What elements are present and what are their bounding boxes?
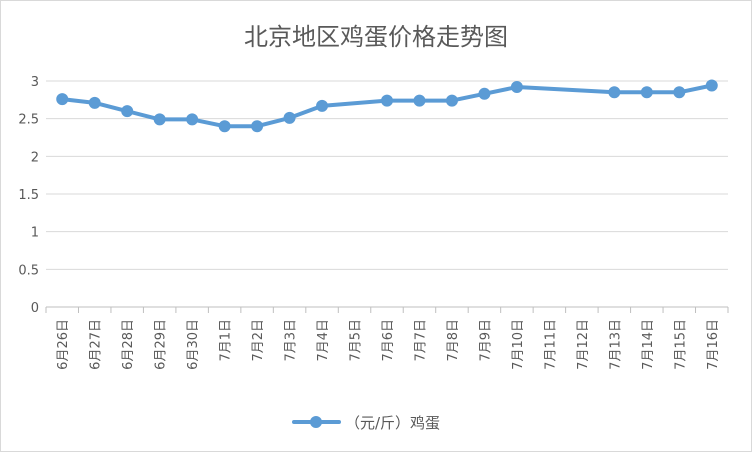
- y-tick-label: 1.5: [18, 188, 39, 203]
- data-point: [445, 94, 458, 107]
- x-tick-label: 7月5日: [349, 319, 364, 362]
- data-point: [705, 79, 718, 92]
- data-point: [218, 120, 231, 133]
- data-point: [88, 96, 101, 109]
- x-tick-label: 6月28日: [121, 319, 136, 370]
- chart-title: 北京地区鸡蛋价格走势图: [244, 23, 508, 51]
- y-tick-label: 0.5: [18, 263, 39, 278]
- x-axis-ticks: 6月26日 6月27日 6月28日 6月29日 6月30日 7月1日 7月2日 7月3日 7月4…: [45, 307, 729, 370]
- x-tick-label: 7月11日: [543, 319, 558, 370]
- data-point: [153, 113, 166, 126]
- x-tick-label: 7月2日: [251, 319, 266, 362]
- x-tick-label: 6月29日: [154, 319, 169, 370]
- y-tick-label: 1: [31, 226, 39, 241]
- data-point: [510, 81, 523, 94]
- x-tick-label: 7月10日: [511, 319, 526, 370]
- series-layer: [56, 79, 718, 133]
- legend: （元/斤）鸡蛋: [292, 414, 440, 432]
- data-point: [56, 93, 69, 106]
- y-axis-ticks: 0 0.5 1 1.5 2 2.5 3: [18, 75, 39, 316]
- data-point: [251, 120, 264, 133]
- data-point: [186, 113, 199, 126]
- legend-label: （元/斤）鸡蛋: [345, 414, 440, 432]
- data-point: [283, 111, 296, 124]
- y-tick-label: 3: [31, 75, 39, 90]
- y-tick-label: 0: [31, 301, 39, 316]
- x-tick-label: 7月4日: [316, 319, 331, 362]
- x-tick-label: 7月9日: [478, 319, 493, 362]
- x-tick-label: 7月1日: [219, 319, 234, 362]
- data-point: [673, 86, 686, 99]
- data-point: [413, 94, 426, 107]
- x-tick-label: 7月14日: [641, 319, 656, 370]
- x-tick-label: 6月26日: [56, 319, 71, 370]
- data-point: [121, 105, 134, 118]
- data-point: [640, 86, 653, 99]
- y-tick-label: 2.5: [18, 113, 39, 128]
- x-tick-label: 6月27日: [89, 319, 104, 370]
- x-tick-label: 7月12日: [576, 319, 591, 370]
- x-tick-label: 7月15日: [673, 319, 688, 370]
- data-point: [316, 99, 329, 112]
- x-tick-label: 7月13日: [608, 319, 623, 370]
- x-tick-label: 7月8日: [446, 319, 461, 362]
- data-point: [381, 94, 393, 107]
- legend-marker: [310, 416, 322, 428]
- y-tick-label: 2: [31, 150, 39, 165]
- data-point: [608, 86, 621, 99]
- x-tick-label: 6月30日: [186, 319, 201, 370]
- x-tick-label: 7月6日: [381, 319, 396, 362]
- x-tick-label: 7月16日: [706, 319, 721, 370]
- data-point: [478, 87, 491, 100]
- x-tick-label: 7月3日: [284, 319, 299, 362]
- x-tick-label: 7月7日: [413, 319, 428, 362]
